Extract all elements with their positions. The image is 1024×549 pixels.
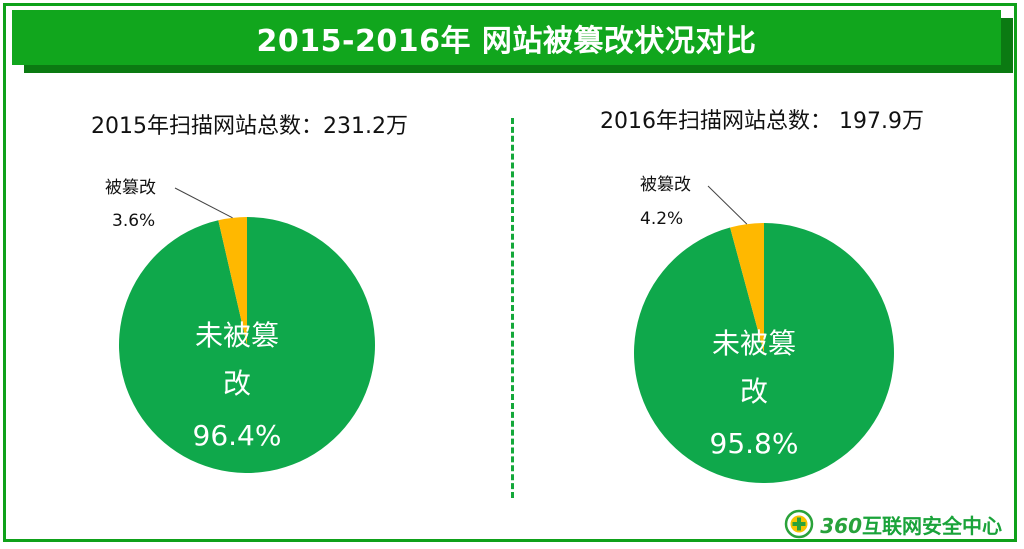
unaffected-label-line-1: 未被篡 (195, 319, 279, 352)
chart-title-2015: 2015年扫描网站总数：231.2万 (91, 114, 408, 139)
title-banner: 2015-2016年 网站被篡改状况对比 (12, 10, 1001, 65)
pie-slice-tampered (218, 217, 247, 345)
tampered-label: 被篡改 (105, 177, 156, 198)
tampered-label: 被篡改 (640, 174, 691, 195)
unaffected-value: 96.4% (193, 419, 282, 452)
brand-logo: 360互联网安全中心 (784, 509, 1002, 539)
logo-name: 互联网安全中心 (862, 513, 1002, 538)
leader-line (707, 185, 748, 225)
unaffected-label-line-2: 改 (740, 375, 768, 408)
unaffected-label-line-2: 改 (223, 367, 251, 400)
tampered-value: 4.2% (640, 209, 683, 229)
page-title: 2015-2016年 网站被篡改状况对比 (256, 23, 757, 59)
360-shield-icon (785, 509, 814, 539)
unaffected-label-line-1: 未被篡 (712, 327, 796, 360)
page-frame (3, 3, 1017, 542)
pie-slice-tampered (730, 223, 764, 353)
pie-slice-unaffected (633, 222, 894, 483)
dashed-divider (511, 118, 514, 498)
logo-number: 360 (820, 513, 862, 538)
unaffected-value: 95.8% (710, 427, 799, 460)
chart-title-2016: 2016年扫描网站总数： 197.9万 (600, 109, 924, 134)
leader-line (174, 187, 233, 219)
tampered-value: 3.6% (112, 211, 155, 231)
